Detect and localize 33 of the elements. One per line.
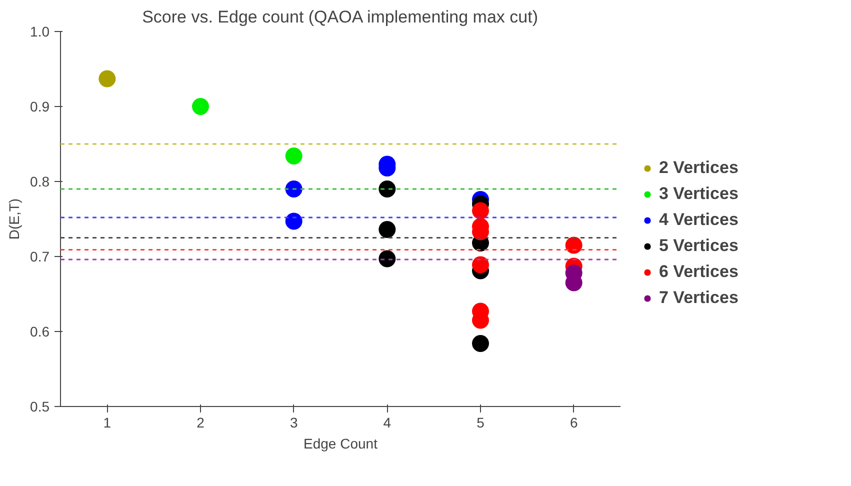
- point: [285, 212, 302, 230]
- y-tick-label: 1.0: [30, 24, 50, 40]
- x-tick-label: 5: [476, 414, 485, 430]
- point: [472, 256, 489, 274]
- y-axis-title: D(E,T): [6, 198, 22, 240]
- x-tick-label: 1: [103, 414, 112, 430]
- legend-label: 5 Vertices: [659, 236, 738, 256]
- legend-label: 2 Vertices: [659, 158, 738, 178]
- y-tick-label: 0.8: [30, 174, 50, 190]
- legend-label: 3 Vertices: [659, 184, 738, 204]
- x-axis-title: Edge Count: [304, 436, 378, 452]
- x-tick-label: 2: [196, 414, 205, 430]
- point: [98, 70, 116, 88]
- y-tick-label: 0.6: [30, 324, 50, 340]
- x-tick-label: 6: [570, 414, 578, 430]
- y-tick-label: 0.9: [30, 98, 50, 114]
- y-tick-label: 0.7: [30, 248, 50, 264]
- point: [378, 221, 396, 238]
- point: [565, 236, 582, 254]
- point: [378, 180, 396, 198]
- point: [472, 335, 489, 352]
- legend-label: 4 Vertices: [659, 210, 738, 230]
- point: [285, 180, 302, 198]
- x-tick-label: 4: [383, 414, 392, 430]
- point: [285, 148, 302, 164]
- y-tick-label: 0.5: [30, 398, 50, 414]
- point: [378, 250, 396, 268]
- point: [192, 98, 209, 115]
- point: [472, 202, 489, 220]
- legend-label: 7 Vertices: [659, 288, 738, 308]
- legend-label: 6 Vertices: [659, 262, 738, 282]
- x-tick-label: 3: [290, 414, 298, 430]
- chart-title: Score vs. Edge count (QAOA implementing max cut): [142, 8, 538, 26]
